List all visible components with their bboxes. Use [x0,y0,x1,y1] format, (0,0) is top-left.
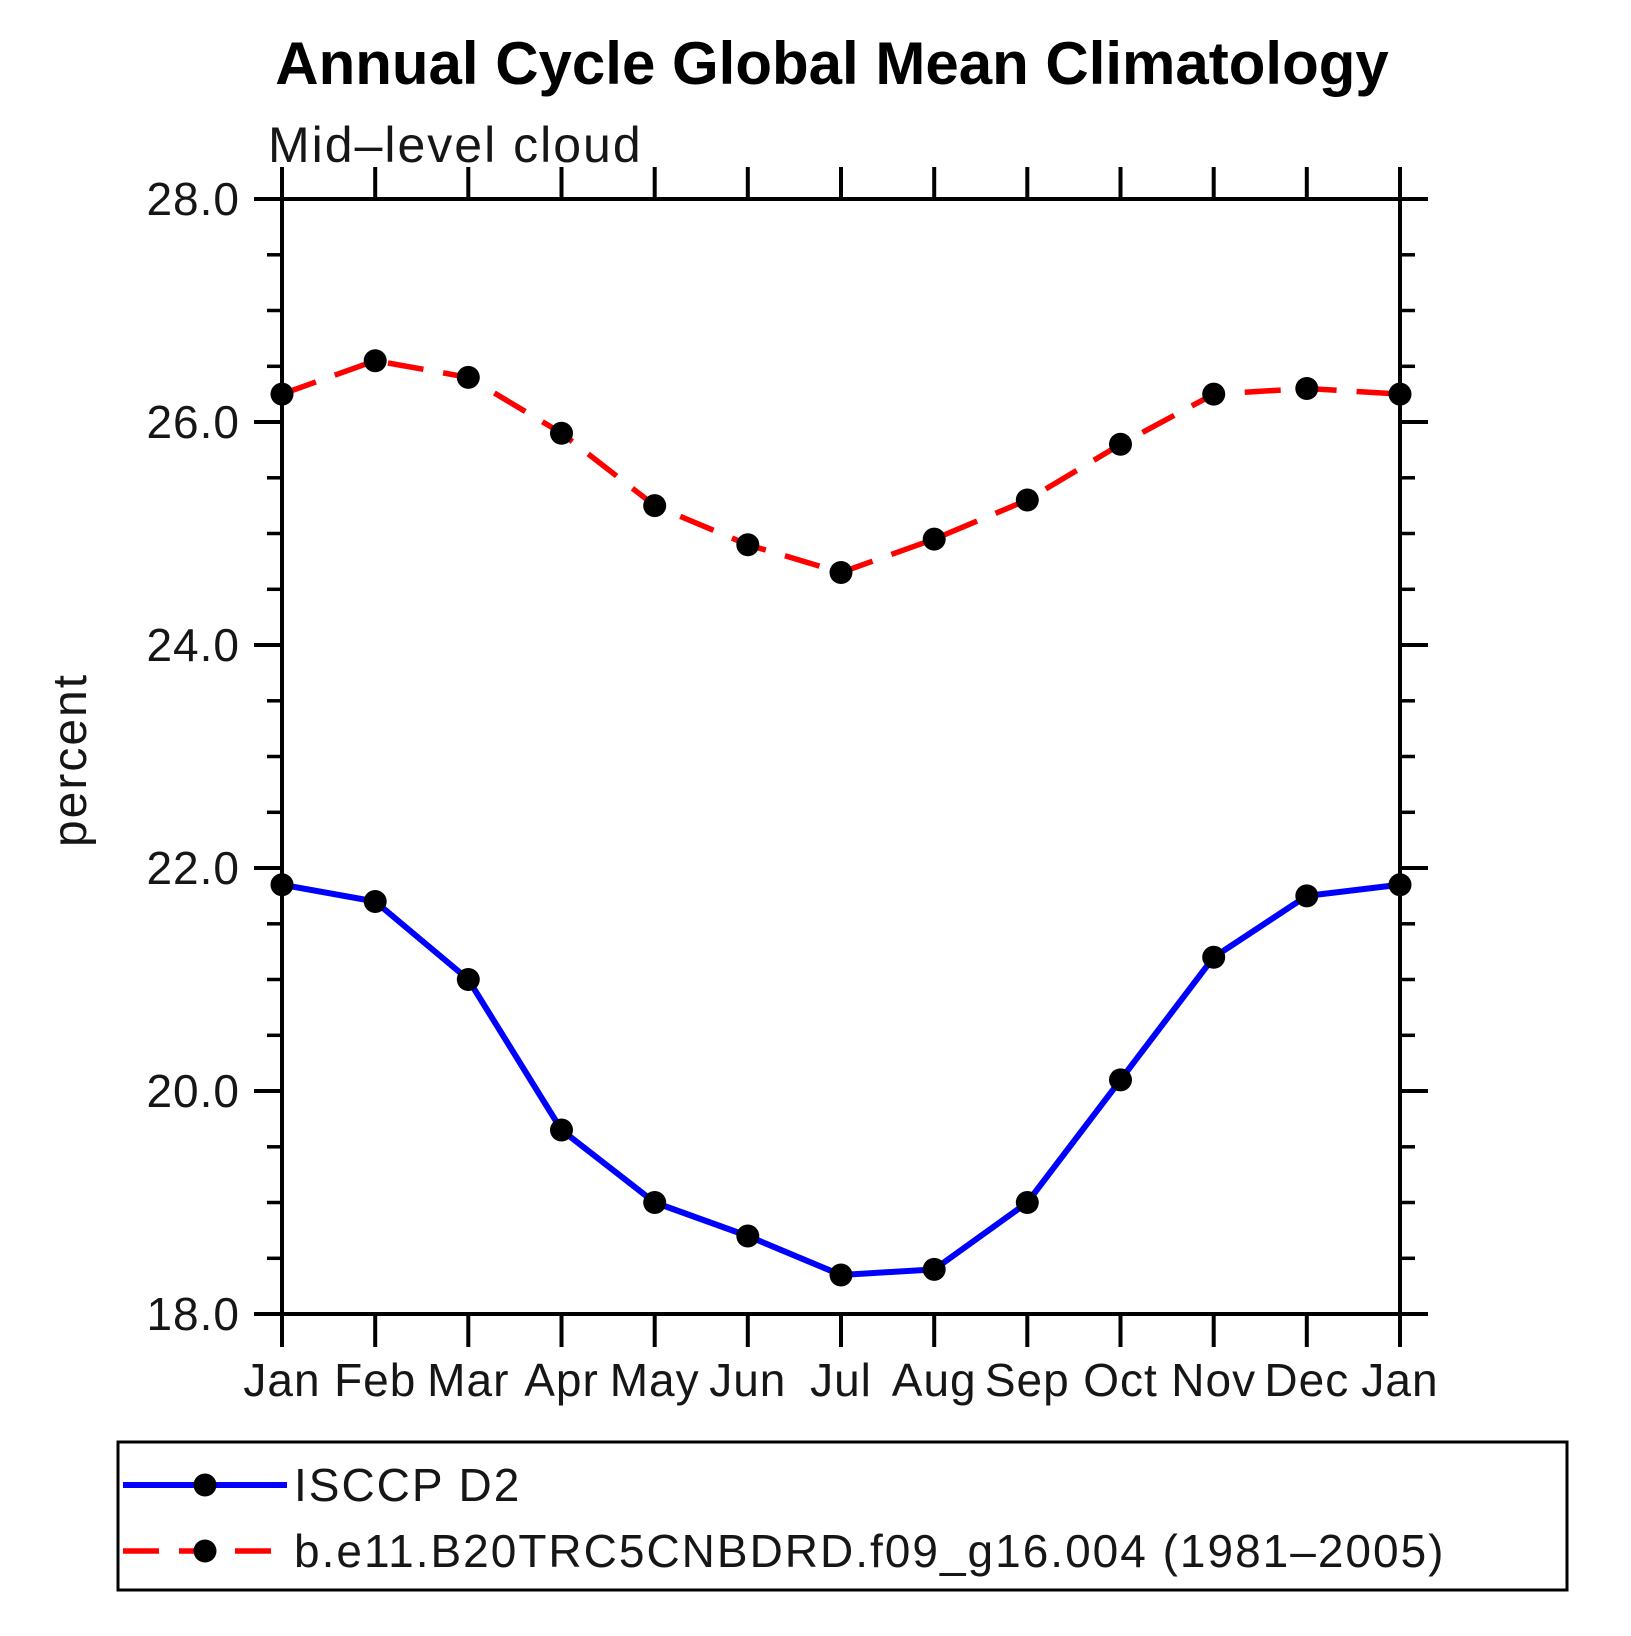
legend-label-series-1: b.e11.B20TRC5CNBDRD.f09_g16.004 (1981–20… [294,1525,1445,1577]
y-tick-label: 26.0 [146,396,240,448]
data-point [922,1257,946,1281]
data-point [1295,884,1319,908]
data-point [270,873,294,897]
data-point [270,382,294,406]
series-line-0 [281,881,1401,1278]
data-point [643,494,667,518]
x-tick-label: Sep [985,1354,1070,1406]
legend: ISCCP D2 b.e11.B20TRC5CNBDRD.f09_g16.004… [116,1440,1569,1592]
data-point [922,527,946,551]
y-tick-label: 28.0 [146,173,240,225]
data-point [736,533,760,557]
x-tick-label: Mar [427,1354,509,1406]
data-point [550,1118,573,1142]
data-point [1015,1191,1039,1214]
plot-area: Jan Feb Mar Apr May Jun Jul Aug Sep Oct Nov Dec Jan1… [146,167,1438,1406]
x-tick-label: Oct [1083,1354,1158,1406]
y-tick-label: 24.0 [146,619,240,671]
data-point [829,1263,853,1287]
data-point [1388,873,1412,897]
y-tick-label: 18.0 [146,1288,240,1340]
data-point [456,365,480,389]
data-point [1109,1068,1132,1092]
chart-subtitle: Mid–level cloud [268,117,643,173]
data-point [363,890,387,913]
legend-box [116,1440,1569,1592]
x-tick-label: Dec [1264,1354,1349,1406]
legend-marker-1 [193,1539,217,1563]
x-tick-label: May [610,1354,700,1406]
data-point [643,1191,667,1214]
data-point [363,349,387,373]
x-tick-label: Apr [524,1354,599,1406]
x-tick-label: Jan [1361,1354,1438,1406]
x-tick-label: Jan [243,1354,320,1406]
series-line-1 [281,357,1401,576]
y-tick-label: 22.0 [146,842,240,894]
data-point [456,968,480,991]
y-tick-label: 20.0 [146,1065,240,1117]
data-point [550,421,573,445]
x-tick-label: Aug [892,1354,977,1406]
x-tick-label: Nov [1171,1354,1256,1406]
data-point [1202,382,1226,406]
data-point [1295,377,1319,400]
y-axis-title: percent [44,673,97,847]
data-point [1388,382,1412,406]
data-point [1109,432,1132,456]
legend-marker-0 [193,1473,217,1497]
data-point [1202,945,1226,969]
plot-frame [280,197,1402,1316]
legend-label-series-0: ISCCP D2 [294,1459,521,1511]
x-tick-label: Jun [709,1354,786,1406]
chart-title: Annual Cycle Global Mean Climatology [275,30,1389,97]
data-point [736,1224,760,1248]
data-point [1015,488,1039,512]
data-point [829,561,853,584]
x-tick-label: Jul [810,1354,872,1406]
x-tick-label: Feb [334,1354,416,1406]
